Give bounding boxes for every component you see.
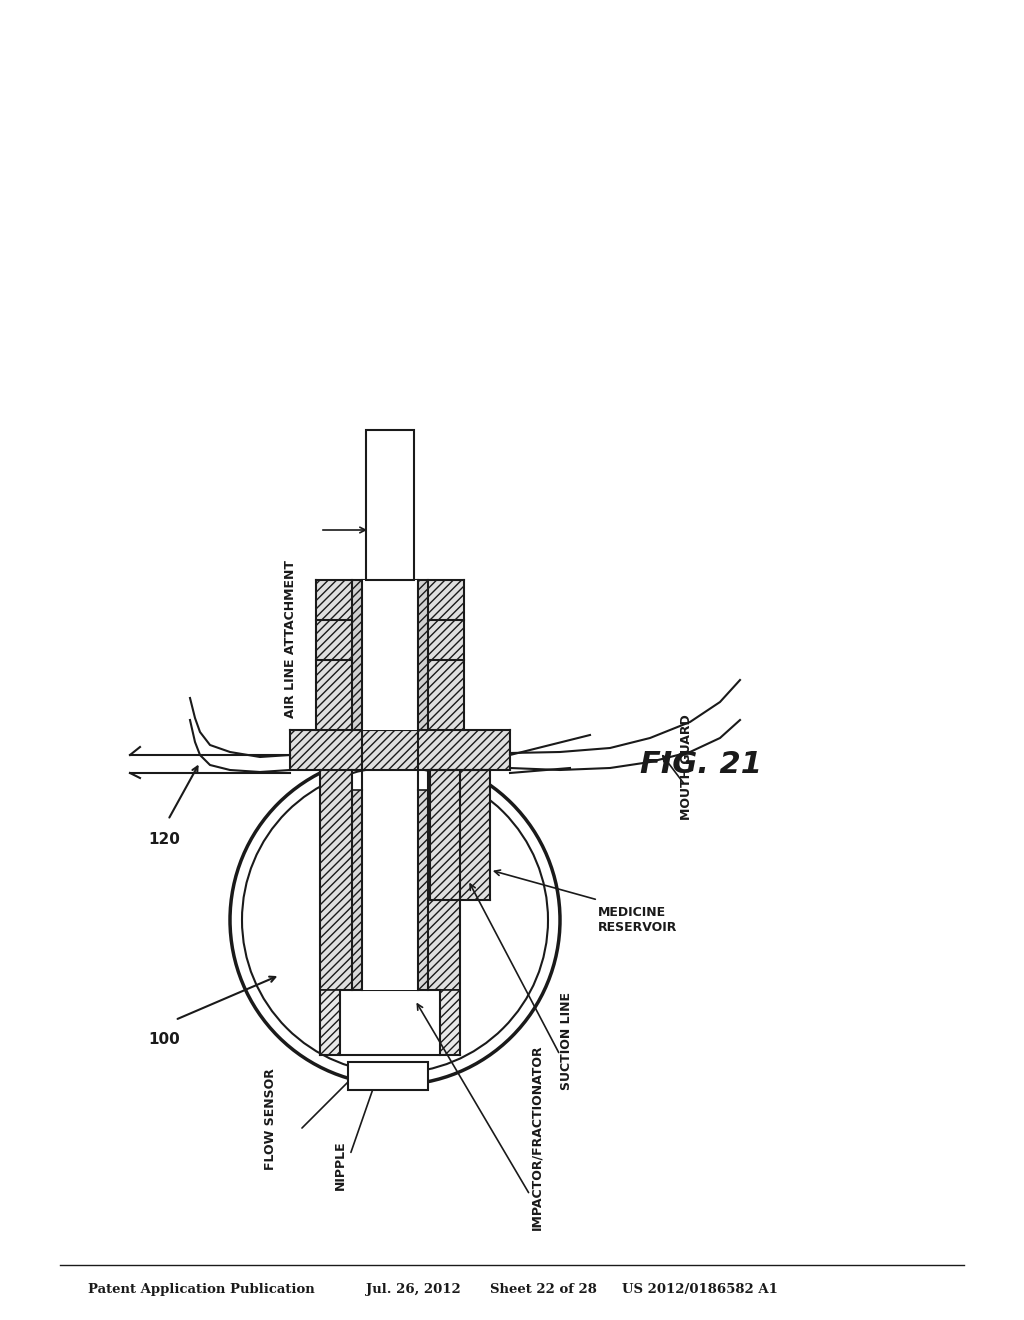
Bar <box>362 789 418 990</box>
Text: SUCTION LINE: SUCTION LINE <box>560 993 573 1090</box>
Bar <box>428 770 460 990</box>
Bar <box>348 1063 428 1090</box>
Bar <box>366 430 414 579</box>
Bar <box>418 579 428 730</box>
Text: FLOW SENSOR: FLOW SENSOR <box>263 1068 276 1170</box>
Text: NIPPLE: NIPPLE <box>334 1140 346 1191</box>
Bar <box>340 990 440 1055</box>
Bar <box>316 579 352 730</box>
Bar <box>418 789 428 990</box>
Bar <box>319 990 340 1055</box>
Text: Patent Application Publication: Patent Application Publication <box>88 1283 314 1296</box>
Text: 120: 120 <box>148 833 180 847</box>
Bar <box>352 579 362 730</box>
Bar <box>362 579 418 730</box>
Text: Sheet 22 of 28: Sheet 22 of 28 <box>490 1283 597 1296</box>
Bar <box>430 770 490 900</box>
Text: MEDICINE
RESERVOIR: MEDICINE RESERVOIR <box>598 906 677 935</box>
Bar <box>428 579 464 730</box>
Circle shape <box>242 767 548 1073</box>
Bar <box>319 990 350 1055</box>
Bar <box>290 730 510 770</box>
Text: 100: 100 <box>148 1032 180 1048</box>
Text: US 2012/0186582 A1: US 2012/0186582 A1 <box>622 1283 778 1296</box>
Text: IMPACTOR/FRACTIONATOR: IMPACTOR/FRACTIONATOR <box>530 1044 543 1230</box>
Bar <box>440 990 460 1055</box>
Circle shape <box>230 755 560 1085</box>
Bar <box>319 770 352 990</box>
Text: AIR LINE ATTACHMENT: AIR LINE ATTACHMENT <box>284 560 297 718</box>
Text: Jul. 26, 2012: Jul. 26, 2012 <box>366 1283 461 1296</box>
Bar <box>352 789 362 990</box>
Text: MOUTH GUARD: MOUTH GUARD <box>680 714 693 820</box>
Text: FIG. 21: FIG. 21 <box>640 750 762 779</box>
Bar <box>430 990 460 1055</box>
